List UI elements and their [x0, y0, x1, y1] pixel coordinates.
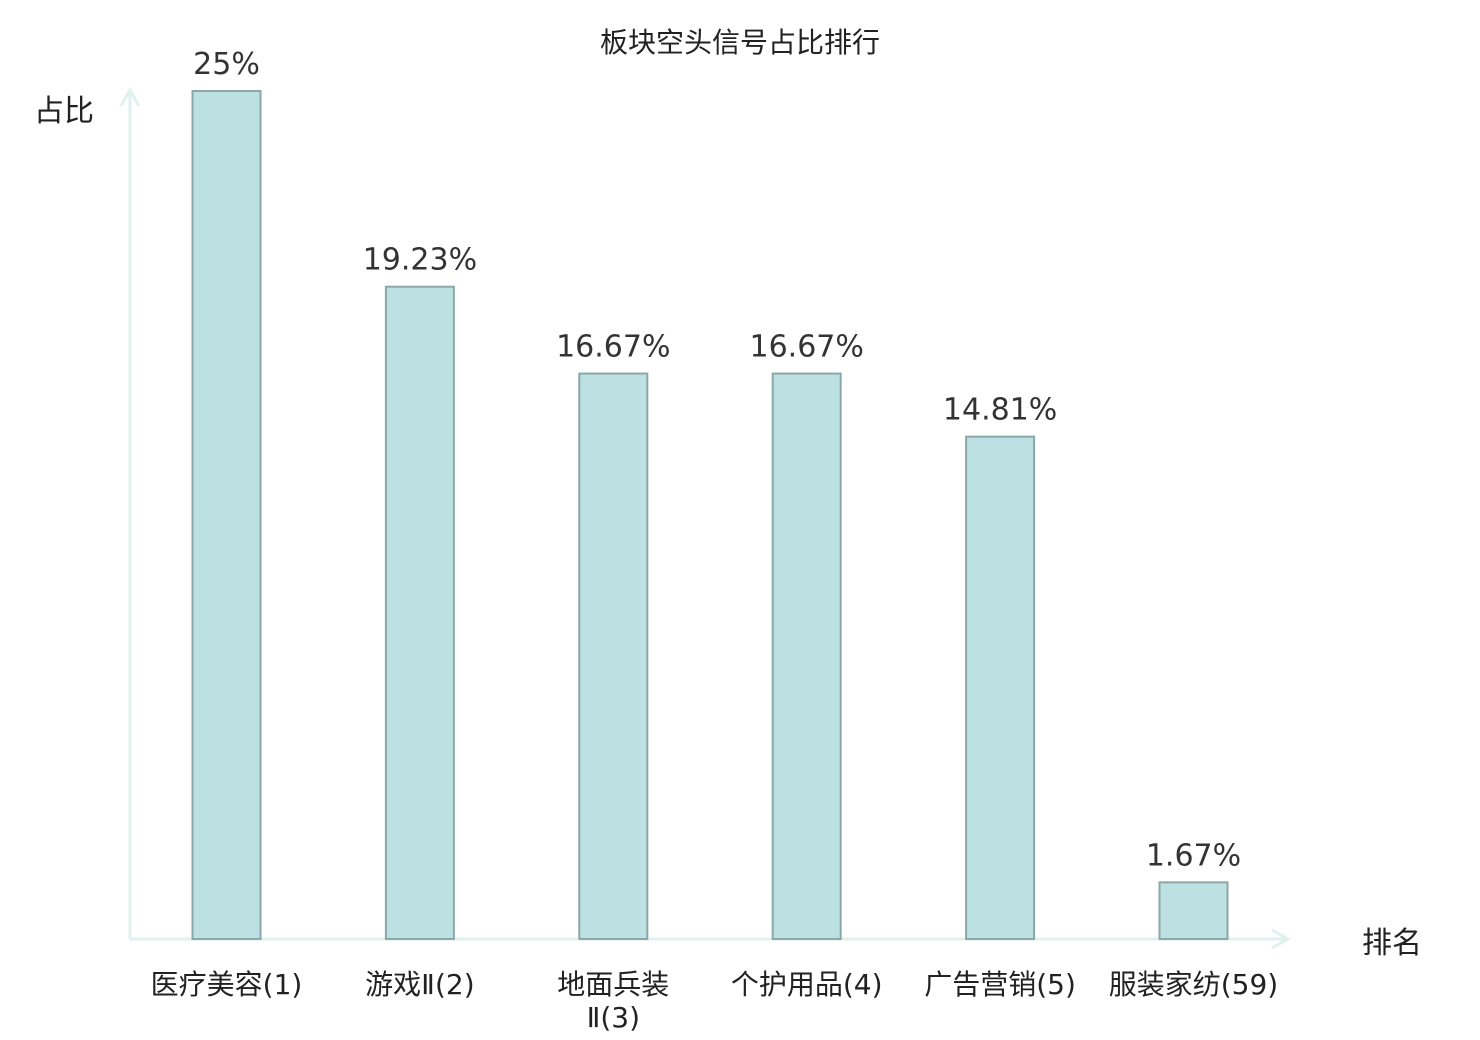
value-labels: 25% 19.23% 16.67% 16.67% 14.81% 1.67%	[193, 47, 1241, 873]
x-axis-arrow	[1271, 928, 1292, 950]
category-label: 地面兵装 Ⅱ(3)	[557, 968, 669, 1034]
category-label: 个护用品(4)	[731, 968, 883, 1001]
value-label: 19.23%	[363, 243, 477, 278]
value-label: 14.81%	[943, 393, 1057, 428]
category-labels: 医疗美容(1) 游戏Ⅱ(2) 地面兵装 Ⅱ(3) 个护用品(4) 广告营销(5) 服装家纺(…	[151, 968, 1279, 1034]
bar	[771, 372, 842, 940]
value-label: 25%	[193, 47, 260, 82]
axes	[119, 86, 1292, 950]
x-axis-label: 排名	[1362, 926, 1422, 961]
bar	[384, 285, 455, 941]
category-label: 游戏Ⅱ(2)	[365, 968, 474, 1001]
bar	[578, 372, 649, 940]
value-label: 1.67%	[1146, 838, 1241, 873]
bars	[191, 90, 1229, 941]
category-label: 医疗美容(1)	[151, 968, 303, 1001]
category-label: 服装家纺(59)	[1109, 968, 1278, 1001]
y-axis-arrow	[119, 86, 141, 107]
bar	[1158, 881, 1229, 940]
chart-title: 板块空头信号占比排行	[600, 26, 880, 59]
category-label: 广告营销(5)	[924, 968, 1076, 1001]
y-axis-label: 占比	[34, 94, 94, 129]
value-label: 16.67%	[556, 330, 670, 365]
bar	[191, 90, 262, 940]
value-label: 16.67%	[750, 330, 864, 365]
bar	[965, 435, 1036, 940]
